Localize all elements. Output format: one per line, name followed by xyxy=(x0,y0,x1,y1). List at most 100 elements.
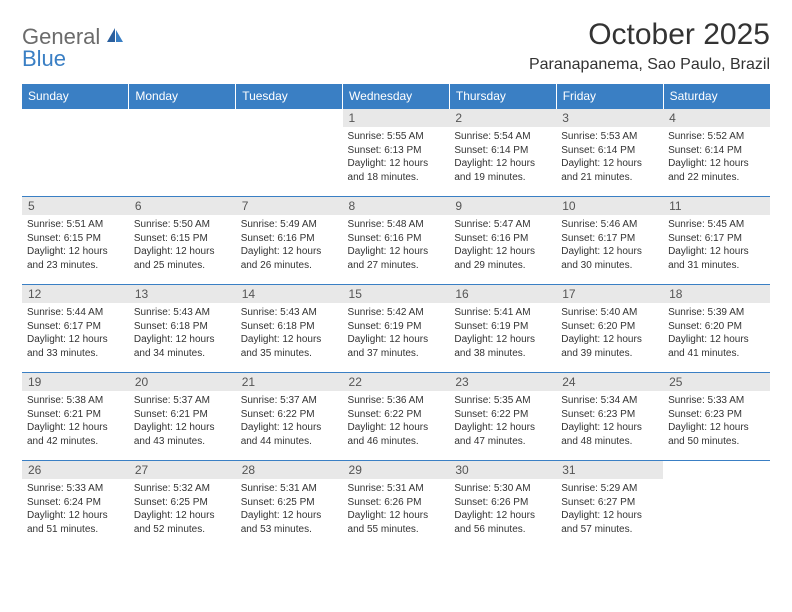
day-line-d2: and 18 minutes. xyxy=(348,171,445,185)
day-line-d2: and 50 minutes. xyxy=(668,435,765,449)
day-number: 21 xyxy=(236,373,343,391)
calendar-day-cell: 10Sunrise: 5:46 AMSunset: 6:17 PMDayligh… xyxy=(556,197,663,285)
day-content: Sunrise: 5:43 AMSunset: 6:18 PMDaylight:… xyxy=(129,303,236,363)
day-number: 2 xyxy=(449,109,556,127)
day-number: 11 xyxy=(663,197,770,215)
day-line-sr: Sunrise: 5:49 AM xyxy=(241,218,338,232)
day-line-sr: Sunrise: 5:39 AM xyxy=(668,306,765,320)
day-line-d1: Daylight: 12 hours xyxy=(561,421,658,435)
calendar-day-cell: 28Sunrise: 5:31 AMSunset: 6:25 PMDayligh… xyxy=(236,461,343,549)
day-line-ss: Sunset: 6:16 PM xyxy=(241,232,338,246)
day-line-sr: Sunrise: 5:43 AM xyxy=(241,306,338,320)
day-line-sr: Sunrise: 5:46 AM xyxy=(561,218,658,232)
calendar-day-cell: 24Sunrise: 5:34 AMSunset: 6:23 PMDayligh… xyxy=(556,373,663,461)
day-number: 19 xyxy=(22,373,129,391)
calendar-day-cell: 30Sunrise: 5:30 AMSunset: 6:26 PMDayligh… xyxy=(449,461,556,549)
day-line-sr: Sunrise: 5:31 AM xyxy=(348,482,445,496)
day-line-d2: and 53 minutes. xyxy=(241,523,338,537)
day-line-sr: Sunrise: 5:34 AM xyxy=(561,394,658,408)
day-line-d2: and 34 minutes. xyxy=(134,347,231,361)
day-number: 8 xyxy=(343,197,450,215)
day-line-d1: Daylight: 12 hours xyxy=(27,421,124,435)
day-line-d1: Daylight: 12 hours xyxy=(27,509,124,523)
day-line-ss: Sunset: 6:17 PM xyxy=(561,232,658,246)
day-line-d2: and 19 minutes. xyxy=(454,171,551,185)
day-content: Sunrise: 5:41 AMSunset: 6:19 PMDaylight:… xyxy=(449,303,556,363)
day-line-d1: Daylight: 12 hours xyxy=(454,245,551,259)
location: Paranapanema, Sao Paulo, Brazil xyxy=(529,56,770,74)
calendar-day-cell: 1Sunrise: 5:55 AMSunset: 6:13 PMDaylight… xyxy=(343,109,450,197)
day-line-d2: and 57 minutes. xyxy=(561,523,658,537)
day-line-ss: Sunset: 6:15 PM xyxy=(27,232,124,246)
day-line-sr: Sunrise: 5:41 AM xyxy=(454,306,551,320)
day-line-sr: Sunrise: 5:33 AM xyxy=(668,394,765,408)
day-line-sr: Sunrise: 5:55 AM xyxy=(348,130,445,144)
weekday-header: Thursday xyxy=(449,84,556,109)
day-content: Sunrise: 5:32 AMSunset: 6:25 PMDaylight:… xyxy=(129,479,236,539)
calendar-day-cell: 22Sunrise: 5:36 AMSunset: 6:22 PMDayligh… xyxy=(343,373,450,461)
day-line-sr: Sunrise: 5:45 AM xyxy=(668,218,765,232)
title-block: October 2025 Paranapanema, Sao Paulo, Br… xyxy=(529,18,770,74)
day-line-ss: Sunset: 6:21 PM xyxy=(134,408,231,422)
day-number: 3 xyxy=(556,109,663,127)
day-line-ss: Sunset: 6:22 PM xyxy=(454,408,551,422)
day-line-d1: Daylight: 12 hours xyxy=(348,509,445,523)
day-line-sr: Sunrise: 5:42 AM xyxy=(348,306,445,320)
day-content: Sunrise: 5:34 AMSunset: 6:23 PMDaylight:… xyxy=(556,391,663,451)
day-content: Sunrise: 5:50 AMSunset: 6:15 PMDaylight:… xyxy=(129,215,236,275)
calendar-day-cell: 11Sunrise: 5:45 AMSunset: 6:17 PMDayligh… xyxy=(663,197,770,285)
day-line-ss: Sunset: 6:18 PM xyxy=(134,320,231,334)
calendar-day-cell: 9Sunrise: 5:47 AMSunset: 6:16 PMDaylight… xyxy=(449,197,556,285)
day-line-d1: Daylight: 12 hours xyxy=(134,333,231,347)
calendar-day-cell xyxy=(663,461,770,549)
calendar-day-cell: 15Sunrise: 5:42 AMSunset: 6:19 PMDayligh… xyxy=(343,285,450,373)
day-content: Sunrise: 5:36 AMSunset: 6:22 PMDaylight:… xyxy=(343,391,450,451)
day-line-sr: Sunrise: 5:54 AM xyxy=(454,130,551,144)
day-line-d1: Daylight: 12 hours xyxy=(241,421,338,435)
calendar-day-cell: 14Sunrise: 5:43 AMSunset: 6:18 PMDayligh… xyxy=(236,285,343,373)
day-line-d1: Daylight: 12 hours xyxy=(241,509,338,523)
day-content: Sunrise: 5:38 AMSunset: 6:21 PMDaylight:… xyxy=(22,391,129,451)
day-number: 16 xyxy=(449,285,556,303)
day-content: Sunrise: 5:47 AMSunset: 6:16 PMDaylight:… xyxy=(449,215,556,275)
calendar-week-row: 1Sunrise: 5:55 AMSunset: 6:13 PMDaylight… xyxy=(22,109,770,197)
sail-icon xyxy=(105,26,125,49)
day-line-ss: Sunset: 6:19 PM xyxy=(454,320,551,334)
day-line-sr: Sunrise: 5:51 AM xyxy=(27,218,124,232)
calendar-day-cell: 29Sunrise: 5:31 AMSunset: 6:26 PMDayligh… xyxy=(343,461,450,549)
day-number: 30 xyxy=(449,461,556,479)
day-line-d2: and 26 minutes. xyxy=(241,259,338,273)
day-number: 7 xyxy=(236,197,343,215)
day-line-sr: Sunrise: 5:31 AM xyxy=(241,482,338,496)
day-line-d1: Daylight: 12 hours xyxy=(454,509,551,523)
header: General October 2025 Paranapanema, Sao P… xyxy=(22,18,770,74)
calendar-day-cell: 27Sunrise: 5:32 AMSunset: 6:25 PMDayligh… xyxy=(129,461,236,549)
day-line-ss: Sunset: 6:15 PM xyxy=(134,232,231,246)
day-content: Sunrise: 5:49 AMSunset: 6:16 PMDaylight:… xyxy=(236,215,343,275)
day-line-ss: Sunset: 6:16 PM xyxy=(454,232,551,246)
day-content: Sunrise: 5:37 AMSunset: 6:22 PMDaylight:… xyxy=(236,391,343,451)
day-content: Sunrise: 5:31 AMSunset: 6:26 PMDaylight:… xyxy=(343,479,450,539)
day-line-d2: and 22 minutes. xyxy=(668,171,765,185)
calendar-week-row: 26Sunrise: 5:33 AMSunset: 6:24 PMDayligh… xyxy=(22,461,770,549)
day-number: 5 xyxy=(22,197,129,215)
day-number: 10 xyxy=(556,197,663,215)
day-line-sr: Sunrise: 5:37 AM xyxy=(134,394,231,408)
day-number: 13 xyxy=(129,285,236,303)
day-line-sr: Sunrise: 5:29 AM xyxy=(561,482,658,496)
day-number: 17 xyxy=(556,285,663,303)
day-line-ss: Sunset: 6:22 PM xyxy=(348,408,445,422)
day-content: Sunrise: 5:31 AMSunset: 6:25 PMDaylight:… xyxy=(236,479,343,539)
calendar-day-cell: 3Sunrise: 5:53 AMSunset: 6:14 PMDaylight… xyxy=(556,109,663,197)
day-line-d2: and 47 minutes. xyxy=(454,435,551,449)
calendar-day-cell: 26Sunrise: 5:33 AMSunset: 6:24 PMDayligh… xyxy=(22,461,129,549)
day-line-d1: Daylight: 12 hours xyxy=(668,333,765,347)
calendar-day-cell: 7Sunrise: 5:49 AMSunset: 6:16 PMDaylight… xyxy=(236,197,343,285)
day-line-ss: Sunset: 6:25 PM xyxy=(241,496,338,510)
day-number: 14 xyxy=(236,285,343,303)
calendar-day-cell: 19Sunrise: 5:38 AMSunset: 6:21 PMDayligh… xyxy=(22,373,129,461)
day-line-sr: Sunrise: 5:37 AM xyxy=(241,394,338,408)
day-line-ss: Sunset: 6:14 PM xyxy=(668,144,765,158)
weekday-header: Tuesday xyxy=(236,84,343,109)
day-number: 27 xyxy=(129,461,236,479)
